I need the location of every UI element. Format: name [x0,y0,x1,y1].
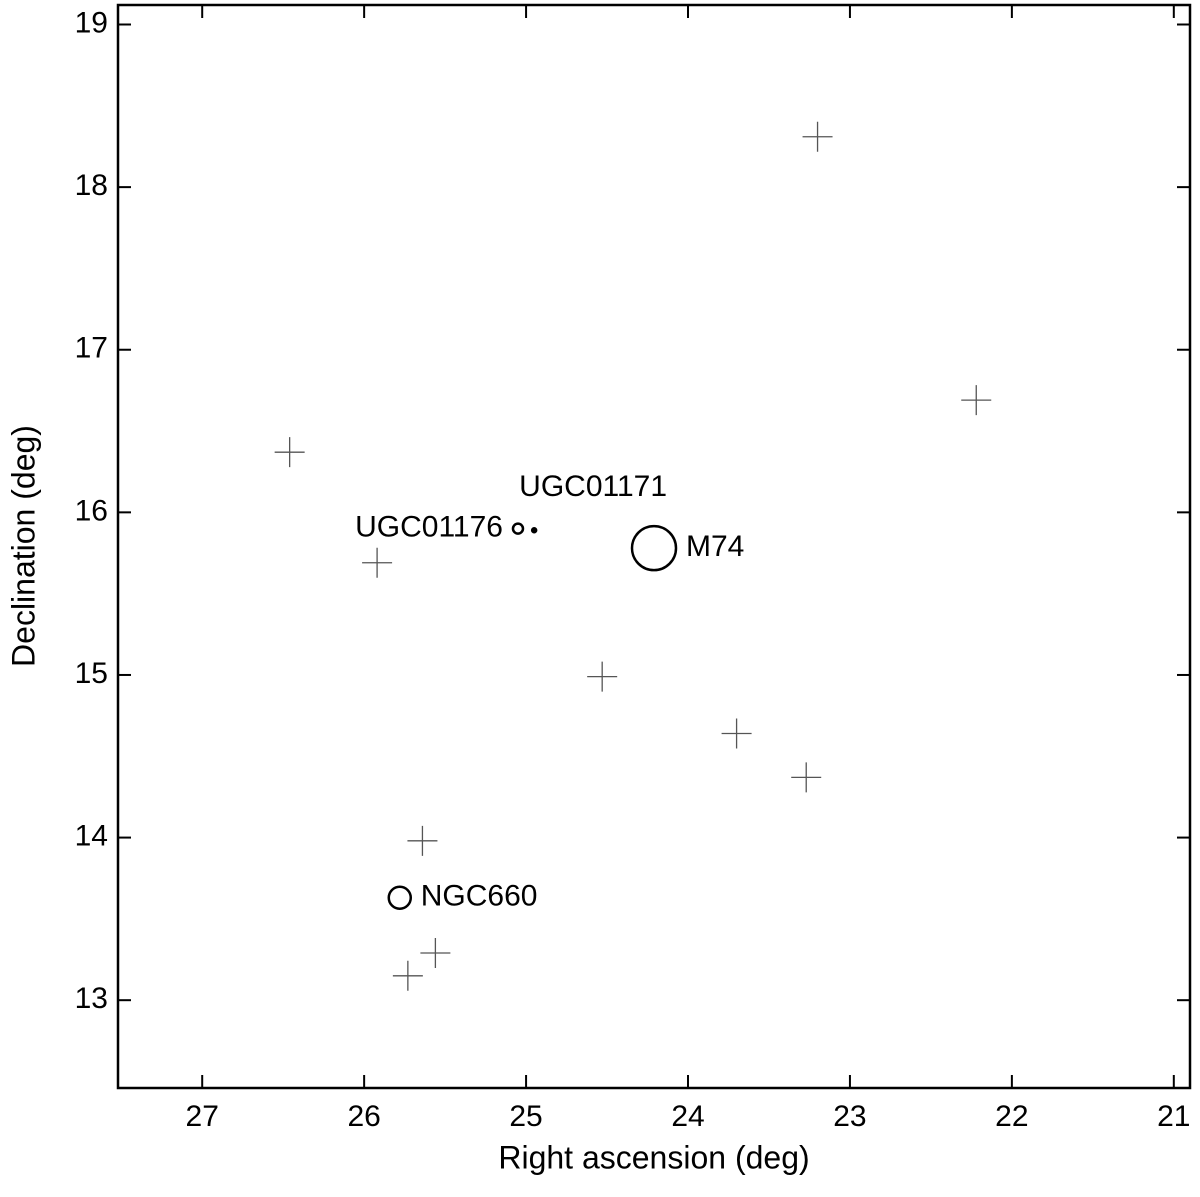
x-tick-label: 22 [995,1100,1028,1133]
cross-marker [802,121,833,152]
cross-marker [420,938,451,969]
galaxy-marker [511,522,525,535]
cross-marker [392,960,423,991]
x-tick-label: 26 [347,1100,380,1133]
x-tick-label: 25 [509,1100,542,1133]
y-axis-title: Declination (deg) [5,425,41,667]
y-tick-label: 14 [75,819,108,852]
x-tick-label: 21 [1157,1100,1190,1133]
y-tick-label: 15 [75,657,108,690]
y-tick-label: 13 [75,982,108,1015]
galaxy-label: M74 [686,530,744,563]
x-tick-label: 27 [186,1100,219,1133]
galaxy-label: UGC01171 [519,470,667,503]
cross-marker [274,437,305,468]
cross-marker [587,661,618,692]
galaxy-marker [530,526,538,534]
y-tick-label: 18 [75,169,108,202]
cross-marker [407,825,438,856]
y-tick-label: 17 [75,332,108,365]
x-tick-label: 23 [833,1100,866,1133]
y-tick-label: 16 [75,494,108,527]
cross-marker [721,718,752,749]
x-tick-label: 24 [671,1100,704,1133]
cross-marker [961,385,992,416]
y-tick-label: 19 [75,6,108,39]
cross-marker [362,547,393,578]
galaxy-label: NGC660 [421,880,538,913]
galaxy-marker [630,524,678,572]
cross-marker [791,762,822,793]
plot-frame [116,3,1192,1090]
x-axis-title: Right ascension (deg) [498,1139,809,1175]
galaxy-label: UGC01176 [355,511,503,544]
galaxy-marker [387,885,413,910]
